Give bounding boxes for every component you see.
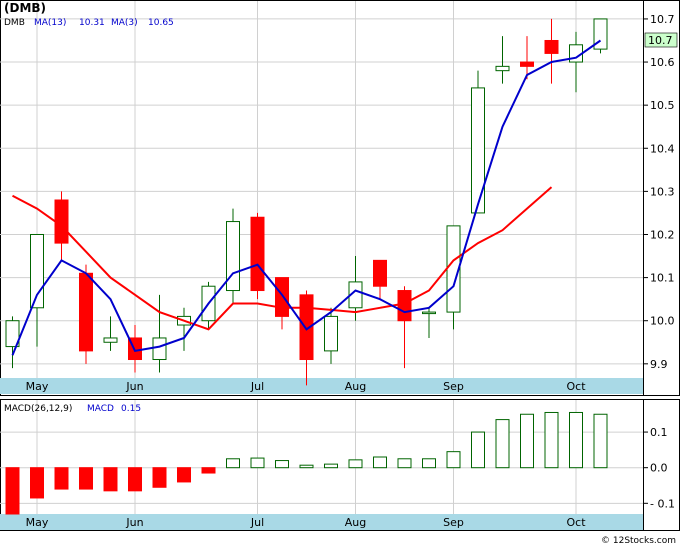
macd-bar-positive: [397, 458, 412, 469]
macd-legend-value: 0.15: [121, 404, 141, 414]
macd-bar-positive: [593, 413, 608, 469]
macd-month-strip: [0, 514, 643, 530]
macd-bar-positive: [471, 431, 485, 469]
macd-grid: [0, 400, 643, 514]
candle-body-down: [544, 39, 559, 54]
chart-ticker-title: (DMB): [4, 1, 46, 15]
price-y-tick-label: 10.5: [650, 99, 675, 112]
legend-ticker: DMB: [4, 18, 25, 28]
macd-bar-positive: [446, 451, 461, 469]
legend-ma3-value: 10.65: [148, 18, 174, 28]
macd-month-label: Oct: [566, 516, 586, 529]
macd-bar-positive: [520, 413, 534, 469]
ma13-line: [12, 186, 553, 331]
macd-bar-negative: [30, 467, 44, 499]
candle-body-up: [226, 221, 240, 292]
candle-body-down: [250, 216, 265, 292]
last-price-box: [644, 32, 678, 48]
candle-body-up: [103, 337, 118, 343]
candle-body-up: [5, 320, 20, 348]
legend-ma3-label: MA(3): [111, 18, 138, 28]
macd-bar-positive: [348, 459, 363, 469]
macd-bar-positive: [226, 458, 240, 469]
macd-month-label: May: [26, 516, 49, 529]
ma3-line: [11, 39, 602, 356]
price-month-labels: May Jun Jul Aug Sep Oct: [26, 380, 587, 393]
price-y-axis: 9.9 10.0 10.1 10.2 10.3 10.4 10.5 10.6 10.7: [643, 13, 675, 371]
price-panel: [0, 0, 680, 396]
macd-bar-positive: [422, 458, 436, 469]
price-month-label: Oct: [566, 380, 586, 393]
legend-ma13-label: MA(13): [34, 18, 66, 28]
macd-bar-negative: [152, 467, 167, 488]
candle-body-down: [79, 272, 93, 352]
macd-bar-positive: [250, 457, 265, 469]
price-y-tick-label: 10.7: [650, 13, 675, 26]
macd-bar-positive: [544, 411, 559, 469]
macd-month-label: Jun: [125, 516, 143, 529]
candle-body-down: [520, 61, 534, 67]
price-y-tick-label: 10.0: [650, 315, 675, 328]
candle-body-down: [397, 290, 412, 322]
candle-body-down: [373, 259, 387, 287]
price-y-tick-label: 10.6: [650, 56, 675, 69]
macd-bar-negative: [103, 467, 118, 492]
candle-body-up: [471, 87, 485, 214]
macd-bar-negative: [54, 467, 69, 490]
price-y-tick-label: 9.9: [650, 358, 668, 371]
price-y-tick-label: 10.2: [650, 228, 675, 241]
candle-body-up: [422, 311, 436, 315]
price-month-label: Sep: [443, 380, 464, 393]
macd-y-tick-label: - 0.1: [650, 497, 675, 510]
macd-bar-positive: [495, 419, 510, 469]
macd-legend-series: MACD: [87, 404, 114, 414]
candle-body-up: [152, 337, 167, 361]
macd-bar-series: [5, 411, 608, 515]
macd-month-labels: May Jun Jul Aug Sep Oct: [26, 516, 587, 529]
price-month-label: May: [26, 380, 49, 393]
macd-bar-positive: [324, 463, 338, 469]
price-month-label: Jun: [125, 380, 143, 393]
candle-body-up: [495, 65, 510, 72]
macd-y-tick-label: 0.1: [650, 426, 668, 439]
macd-bar-negative: [177, 467, 191, 483]
macd-y-tick-label: 0.0: [650, 462, 668, 475]
price-y-tick-label: 10.3: [650, 185, 675, 198]
candle-body-up: [324, 315, 338, 352]
macd-month-label: Aug: [345, 516, 366, 529]
price-y-tick-label: 10.1: [650, 272, 675, 285]
macd-bar-negative: [79, 467, 93, 490]
macd-bar-negative: [5, 467, 20, 515]
price-y-tick-label: 10.4: [650, 142, 675, 155]
macd-bar-negative: [128, 467, 142, 492]
price-grid: [0, 1, 643, 378]
macd-y-axis: - 0.1 0.0 0.1: [643, 426, 675, 510]
macd-month-label: Jul: [250, 516, 264, 529]
macd-legend-name: MACD(26,12,9): [4, 404, 72, 414]
price-month-label: Aug: [345, 380, 366, 393]
macd-bar-positive: [373, 456, 387, 469]
last-price-label: 10.7: [648, 34, 673, 47]
candle-body-down: [299, 294, 314, 361]
watermark: © 12Stocks.com: [601, 536, 676, 546]
price-month-strip: [0, 378, 643, 394]
macd-month-label: Sep: [443, 516, 464, 529]
macd-bar-positive: [569, 411, 583, 469]
macd-bar-positive: [299, 464, 314, 469]
candle-body-down: [275, 277, 289, 317]
macd-bar-negative: [201, 467, 216, 474]
macd-bar-positive: [275, 460, 289, 469]
legend-ma13-value: 10.31: [79, 18, 105, 28]
price-month-label: Jul: [250, 380, 264, 393]
macd-panel: [0, 399, 680, 531]
candle-body-up: [348, 281, 363, 309]
